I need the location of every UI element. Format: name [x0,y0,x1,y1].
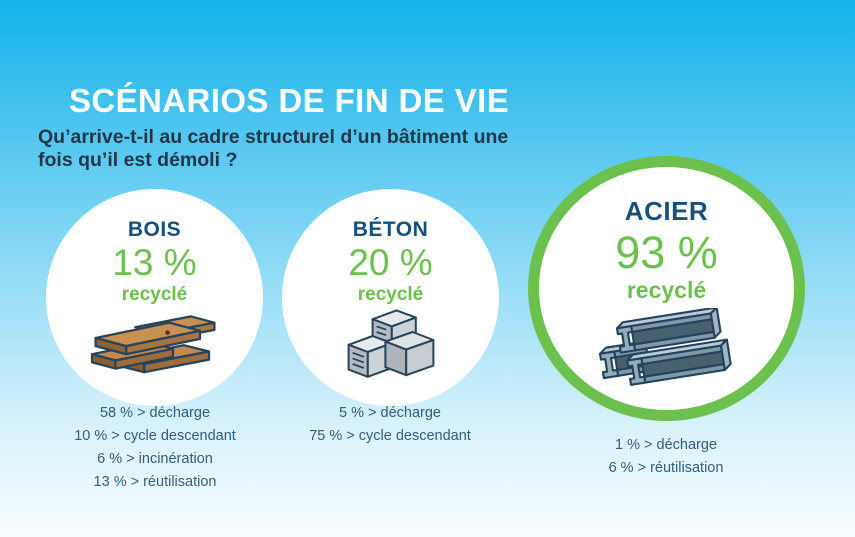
concrete-blocks-icon [347,309,434,378]
stat-line: 13 % > réutilisation [93,474,217,490]
stat-line: 75 % > cycle descendant [309,428,471,444]
material-card-bois: BOIS 13 % recyclé [46,189,263,406]
recycled-label-beton: recyclé [357,283,424,305]
material-name-acier: ACIER [624,196,709,226]
stats-bois: 58 % > décharge 10 % > cycle descendant … [35,402,275,494]
stat-line: 5 % > décharge [339,405,441,421]
material-name-beton: BÉTON [352,218,429,241]
stat-line: 6 % > incinération [97,451,213,467]
material-name-bois: BOIS [127,218,182,241]
stats-beton: 5 % > décharge 75 % > cycle descendant [270,402,510,448]
recycled-label-acier: recyclé [626,276,707,303]
material-card-acier: ACIER 93 % recyclé [528,156,805,421]
steel-beams-icon [598,308,732,387]
page-subtitle: Qu’arrive-t-il au cadre structurel d’un … [38,126,509,171]
stat-line: 1 % > décharge [615,437,717,453]
stat-line: 58 % > décharge [99,405,211,421]
recycled-percent-bois: 13 % [112,242,197,284]
recycled-percent-acier: 93 % [615,226,718,278]
recycled-percent-beton: 20 % [348,242,433,284]
wood-planks-icon [90,315,216,374]
stat-line: 10 % > cycle descendant [74,428,236,444]
stat-line: 6 % > réutilisation [608,460,724,476]
material-card-beton: BÉTON 20 % recyclé [282,189,499,406]
page-title: SCÉNARIOS DE FIN DE VIE [69,82,510,119]
stats-acier: 1 % > décharge 6 % > réutilisation [546,434,786,480]
recycled-label-bois: recyclé [121,283,188,305]
